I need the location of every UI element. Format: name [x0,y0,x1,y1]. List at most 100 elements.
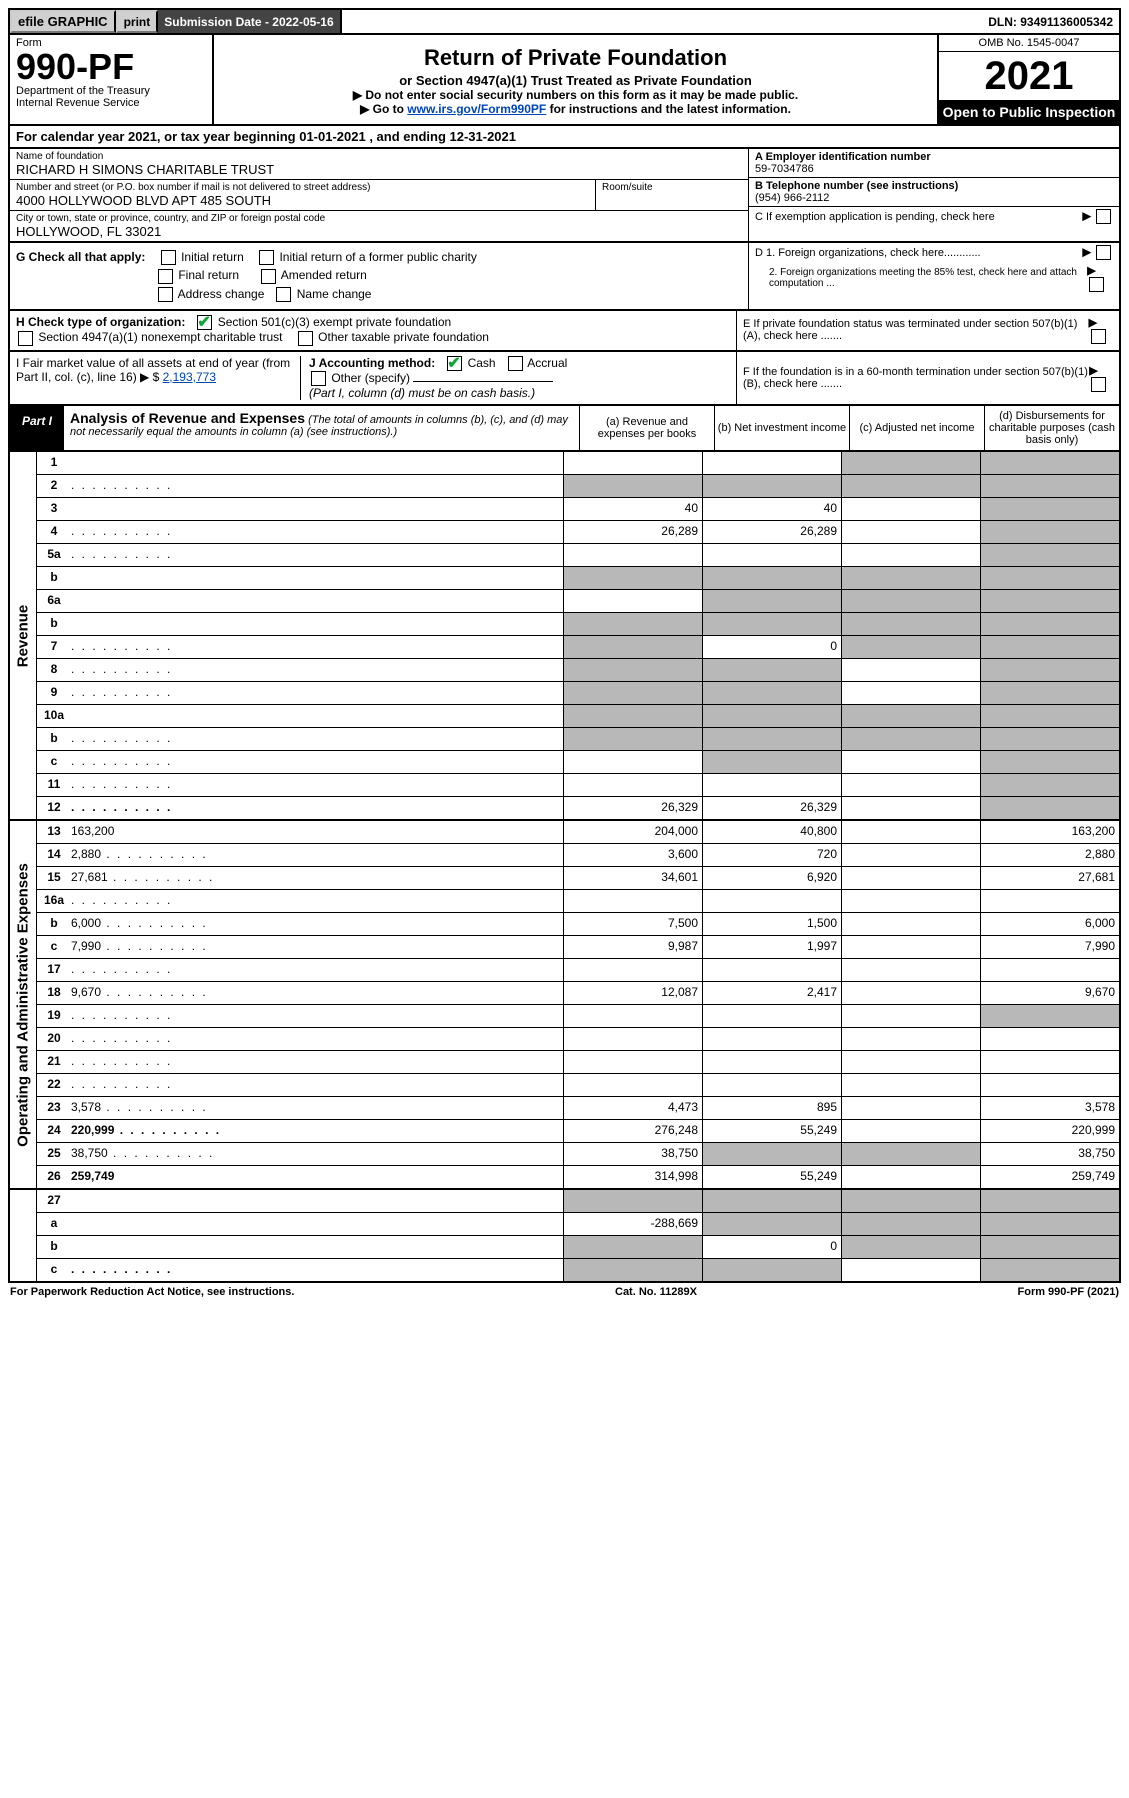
cell-a [563,728,702,750]
row-desc: 6,000 [71,913,563,935]
cell-b [702,1028,841,1050]
arrow-icon: ▶ [1089,317,1097,329]
cell-d [980,452,1119,474]
initial-return-label: Initial return [181,250,244,264]
tax-year: 2021 [939,52,1119,100]
print-button[interactable]: print [116,10,159,33]
ein-cell: A Employer identification number 59-7034… [749,149,1119,178]
row-desc [71,705,563,727]
exemption-pending: C If exemption application is pending, c… [749,207,1119,226]
cell-d [980,682,1119,704]
initial-former-checkbox[interactable] [259,250,274,265]
amended-return-checkbox[interactable] [261,269,276,284]
g-label: G Check all that apply: [16,250,145,264]
cash-checkbox[interactable] [447,356,462,371]
row-number: 16a [37,890,71,912]
row-desc [71,498,563,520]
table-row: 21 [37,1050,1119,1073]
f-label: F If the foundation is in a 60-month ter… [743,366,1089,390]
accrual-checkbox[interactable] [508,356,523,371]
row-number: 8 [37,659,71,681]
form-title: Return of Private Foundation [222,45,929,71]
cell-d [980,1005,1119,1027]
cell-a: 4,473 [563,1097,702,1119]
cell-a [563,1236,702,1258]
cell-b: 40 [702,498,841,520]
cell-b [702,751,841,773]
cell-b: 6,920 [702,867,841,889]
cell-a [563,1028,702,1050]
cell-d [980,498,1119,520]
table-row: 189,67012,0872,4179,670 [37,981,1119,1004]
cell-b [702,1190,841,1212]
cell-c [841,936,980,958]
cell-c [841,1051,980,1073]
part1-header: Part I Analysis of Revenue and Expenses … [8,406,1121,452]
open-public-badge: Open to Public Inspection [939,100,1119,124]
cell-d [980,1213,1119,1235]
row-desc [71,521,563,543]
ein-label: A Employer identification number [755,151,1113,163]
cell-b: 720 [702,844,841,866]
initial-return-checkbox[interactable] [161,250,176,265]
cell-d: 259,749 [980,1166,1119,1188]
addr-change-checkbox[interactable] [158,287,173,302]
cell-b [702,613,841,635]
row-number: 26 [37,1166,71,1188]
cell-b [702,774,841,796]
name-label: Name of foundation [16,151,742,162]
cell-a: -288,669 [563,1213,702,1235]
table-row: c7,9909,9871,9977,990 [37,935,1119,958]
501c3-label: Section 501(c)(3) exempt private foundat… [218,315,451,329]
cell-d: 3,578 [980,1097,1119,1119]
f-checkbox[interactable] [1091,377,1106,392]
4947-checkbox[interactable] [18,331,33,346]
row-desc [71,1190,563,1212]
cell-b [702,659,841,681]
phone-cell: B Telephone number (see instructions) (9… [749,178,1119,207]
d1-checkbox[interactable] [1096,245,1111,260]
bottom-side [10,1190,37,1281]
row-number: a [37,1213,71,1235]
d-section: D 1. Foreign organizations, check here..… [748,243,1119,309]
cell-b [702,1005,841,1027]
d2-checkbox[interactable] [1089,277,1104,292]
cell-b: 2,417 [702,982,841,1004]
cell-c [841,982,980,1004]
row-number: 7 [37,636,71,658]
cell-d [980,567,1119,589]
irs-link[interactable]: www.irs.gov/Form990PF [407,102,546,116]
expenses-text: Operating and Administrative Expenses [15,863,32,1147]
final-return-checkbox[interactable] [158,269,173,284]
instr-line1: ▶ Do not enter social security numbers o… [222,88,929,102]
c-checkbox[interactable] [1096,209,1111,224]
name-change-checkbox[interactable] [276,287,291,302]
row-number: c [37,751,71,773]
cell-a [563,1190,702,1212]
cell-b [702,452,841,474]
col-b-header: (b) Net investment income [714,406,849,450]
efile-button[interactable]: efile GRAPHIC [10,10,116,33]
footer-mid: Cat. No. 11289X [615,1286,697,1298]
row-desc: 2,880 [71,844,563,866]
cell-a [563,475,702,497]
name-change-label: Name change [297,287,372,301]
row-desc [71,636,563,658]
row-number: c [37,936,71,958]
table-row: 8 [37,658,1119,681]
501c3-checkbox[interactable] [197,315,212,330]
cell-a [563,590,702,612]
other-taxable-checkbox[interactable] [298,331,313,346]
cell-c [841,774,980,796]
other-method-checkbox[interactable] [311,371,326,386]
h-label: H Check type of organization: [16,315,185,329]
cell-a [563,1259,702,1281]
table-row: 10a [37,704,1119,727]
e-checkbox[interactable] [1091,329,1106,344]
cell-a [563,1005,702,1027]
arrow-icon: ▶ [1082,246,1090,258]
row-desc [71,613,563,635]
d1-label: D 1. Foreign organizations, check here..… [755,247,981,259]
d2-row: 2. Foreign organizations meeting the 85%… [749,262,1119,294]
cell-b: 55,249 [702,1166,841,1188]
